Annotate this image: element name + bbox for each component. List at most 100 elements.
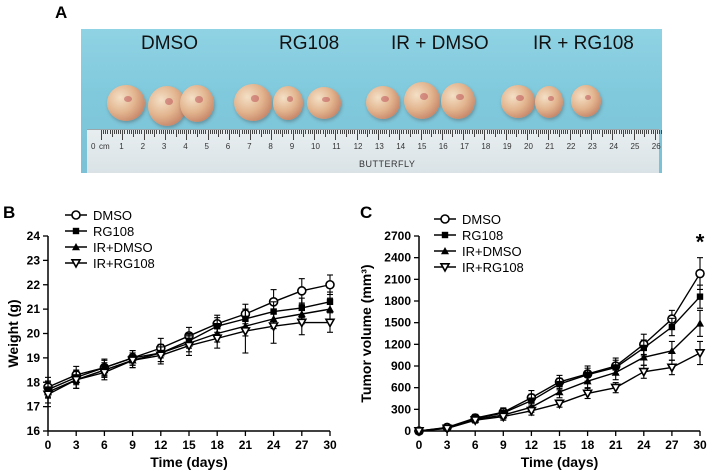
ruler-tick (469, 130, 471, 134)
ruler-tick (307, 130, 309, 134)
ruler-tick (527, 130, 528, 140)
ruler-number: 7 (247, 142, 252, 151)
ruler-tick (531, 130, 533, 134)
x-tick-label: 27 (665, 438, 679, 452)
legend-label: RG108 (462, 228, 503, 243)
ruler-tick (426, 130, 428, 134)
marker-triangle-down (554, 399, 565, 410)
ruler-tick (516, 130, 518, 137)
ruler-tick (488, 130, 490, 134)
ruler-tick (335, 130, 337, 140)
ruler-tick (433, 130, 435, 134)
significance-asterisk: * (696, 230, 705, 255)
ruler-tick (186, 130, 188, 140)
ruler-tick (499, 130, 501, 134)
ruler-tick (132, 130, 134, 137)
ruler-tick (610, 130, 612, 134)
x-tick-label: 30 (323, 438, 337, 452)
ruler-tick (260, 130, 262, 137)
ruler-tick (226, 130, 228, 134)
tumor (501, 85, 535, 118)
chart-tumor-volume: 0 300 600 900 1200 1500 1800 2100 2400 2700 0 3 6 9 12… (358, 212, 707, 470)
ruler-tick (503, 130, 505, 134)
ruler-tick (458, 130, 460, 134)
ruler-tick (277, 130, 279, 134)
ruler-tick (198, 130, 200, 134)
ruler-tick (373, 130, 375, 134)
ruler-tick (175, 130, 177, 137)
x-tick-label: 3 (73, 438, 80, 452)
marker-triangle-down (526, 406, 537, 417)
y-tick-label: 0 (404, 424, 411, 438)
ruler-tick (241, 130, 243, 134)
x-tick-label: 18 (211, 438, 225, 452)
ruler-number: 4 (183, 142, 188, 151)
ruler-tick (612, 130, 614, 140)
ruler-tick (190, 130, 192, 134)
ruler-tick (350, 130, 352, 134)
ruler-tick (324, 130, 326, 137)
panel-label-c: C (360, 203, 373, 222)
ruler-tick (550, 130, 552, 134)
ruler-tick (369, 130, 371, 134)
ruler-tick (416, 130, 418, 134)
ruler-tick (262, 130, 264, 134)
ruler-number: 18 (481, 142, 491, 151)
ruler-tick (558, 130, 560, 137)
ruler-tick (288, 130, 290, 134)
ruler-tick (639, 130, 641, 134)
ruler-tick (239, 130, 241, 137)
ruler-brand: BUTTERFLY (359, 159, 416, 169)
ruler-tick (450, 130, 452, 134)
ruler-tick (518, 130, 520, 134)
x-tick-label: 12 (525, 438, 539, 452)
ruler-tick (371, 130, 373, 134)
ruler-tick (250, 130, 252, 140)
x-tick-label: 21 (239, 438, 253, 452)
ruler-tick (401, 130, 403, 134)
ruler-tick (143, 130, 145, 140)
ruler-tick (358, 130, 360, 134)
ruler-tick (196, 130, 198, 137)
y-tick-label: 300 (391, 402, 411, 416)
marker-triangle-down (268, 322, 279, 332)
ruler-tick (235, 130, 237, 134)
ruler-tick (605, 130, 607, 134)
x-tick-label: 18 (581, 438, 595, 452)
ruler-tick (497, 130, 499, 134)
ruler-tick (492, 130, 494, 134)
marker-triangle-up (667, 346, 676, 355)
x-tick-label: 6 (101, 438, 108, 452)
ruler-tick (446, 130, 448, 134)
x-tick-label: 15 (182, 438, 196, 452)
marker-square (668, 323, 676, 331)
ruler-tick (588, 130, 590, 134)
tumor (535, 86, 563, 118)
ruler-tick (475, 130, 477, 134)
x-tick-label: 30 (693, 438, 707, 452)
y-axis-label: Tumor volume (mm³) (358, 264, 374, 402)
y-tick-label: 1500 (384, 316, 411, 330)
ruler-tick (154, 130, 156, 137)
ruler-tick (524, 130, 526, 134)
ruler-tick (377, 130, 379, 140)
ruler-tick (384, 130, 386, 134)
ruler-tick (354, 130, 356, 134)
marker-triangle-down (155, 351, 167, 362)
ruler-tick (522, 130, 524, 134)
ruler-tick (256, 130, 258, 134)
ruler-tick (554, 130, 556, 134)
ruler-tick (124, 130, 126, 134)
marker-triangle-down (127, 356, 138, 366)
ruler-tick (258, 130, 260, 134)
ruler-tick (230, 130, 232, 134)
x-tick-label: 24 (637, 438, 651, 452)
ruler-tick (337, 130, 339, 134)
marker-square (696, 293, 704, 300)
ruler-tick (169, 130, 171, 134)
ruler-number: 2 (140, 142, 146, 151)
x-tick-label: 12 (154, 438, 168, 452)
ruler-tick (556, 130, 558, 134)
ruler-tick (309, 130, 311, 134)
ruler-tick (507, 130, 509, 134)
